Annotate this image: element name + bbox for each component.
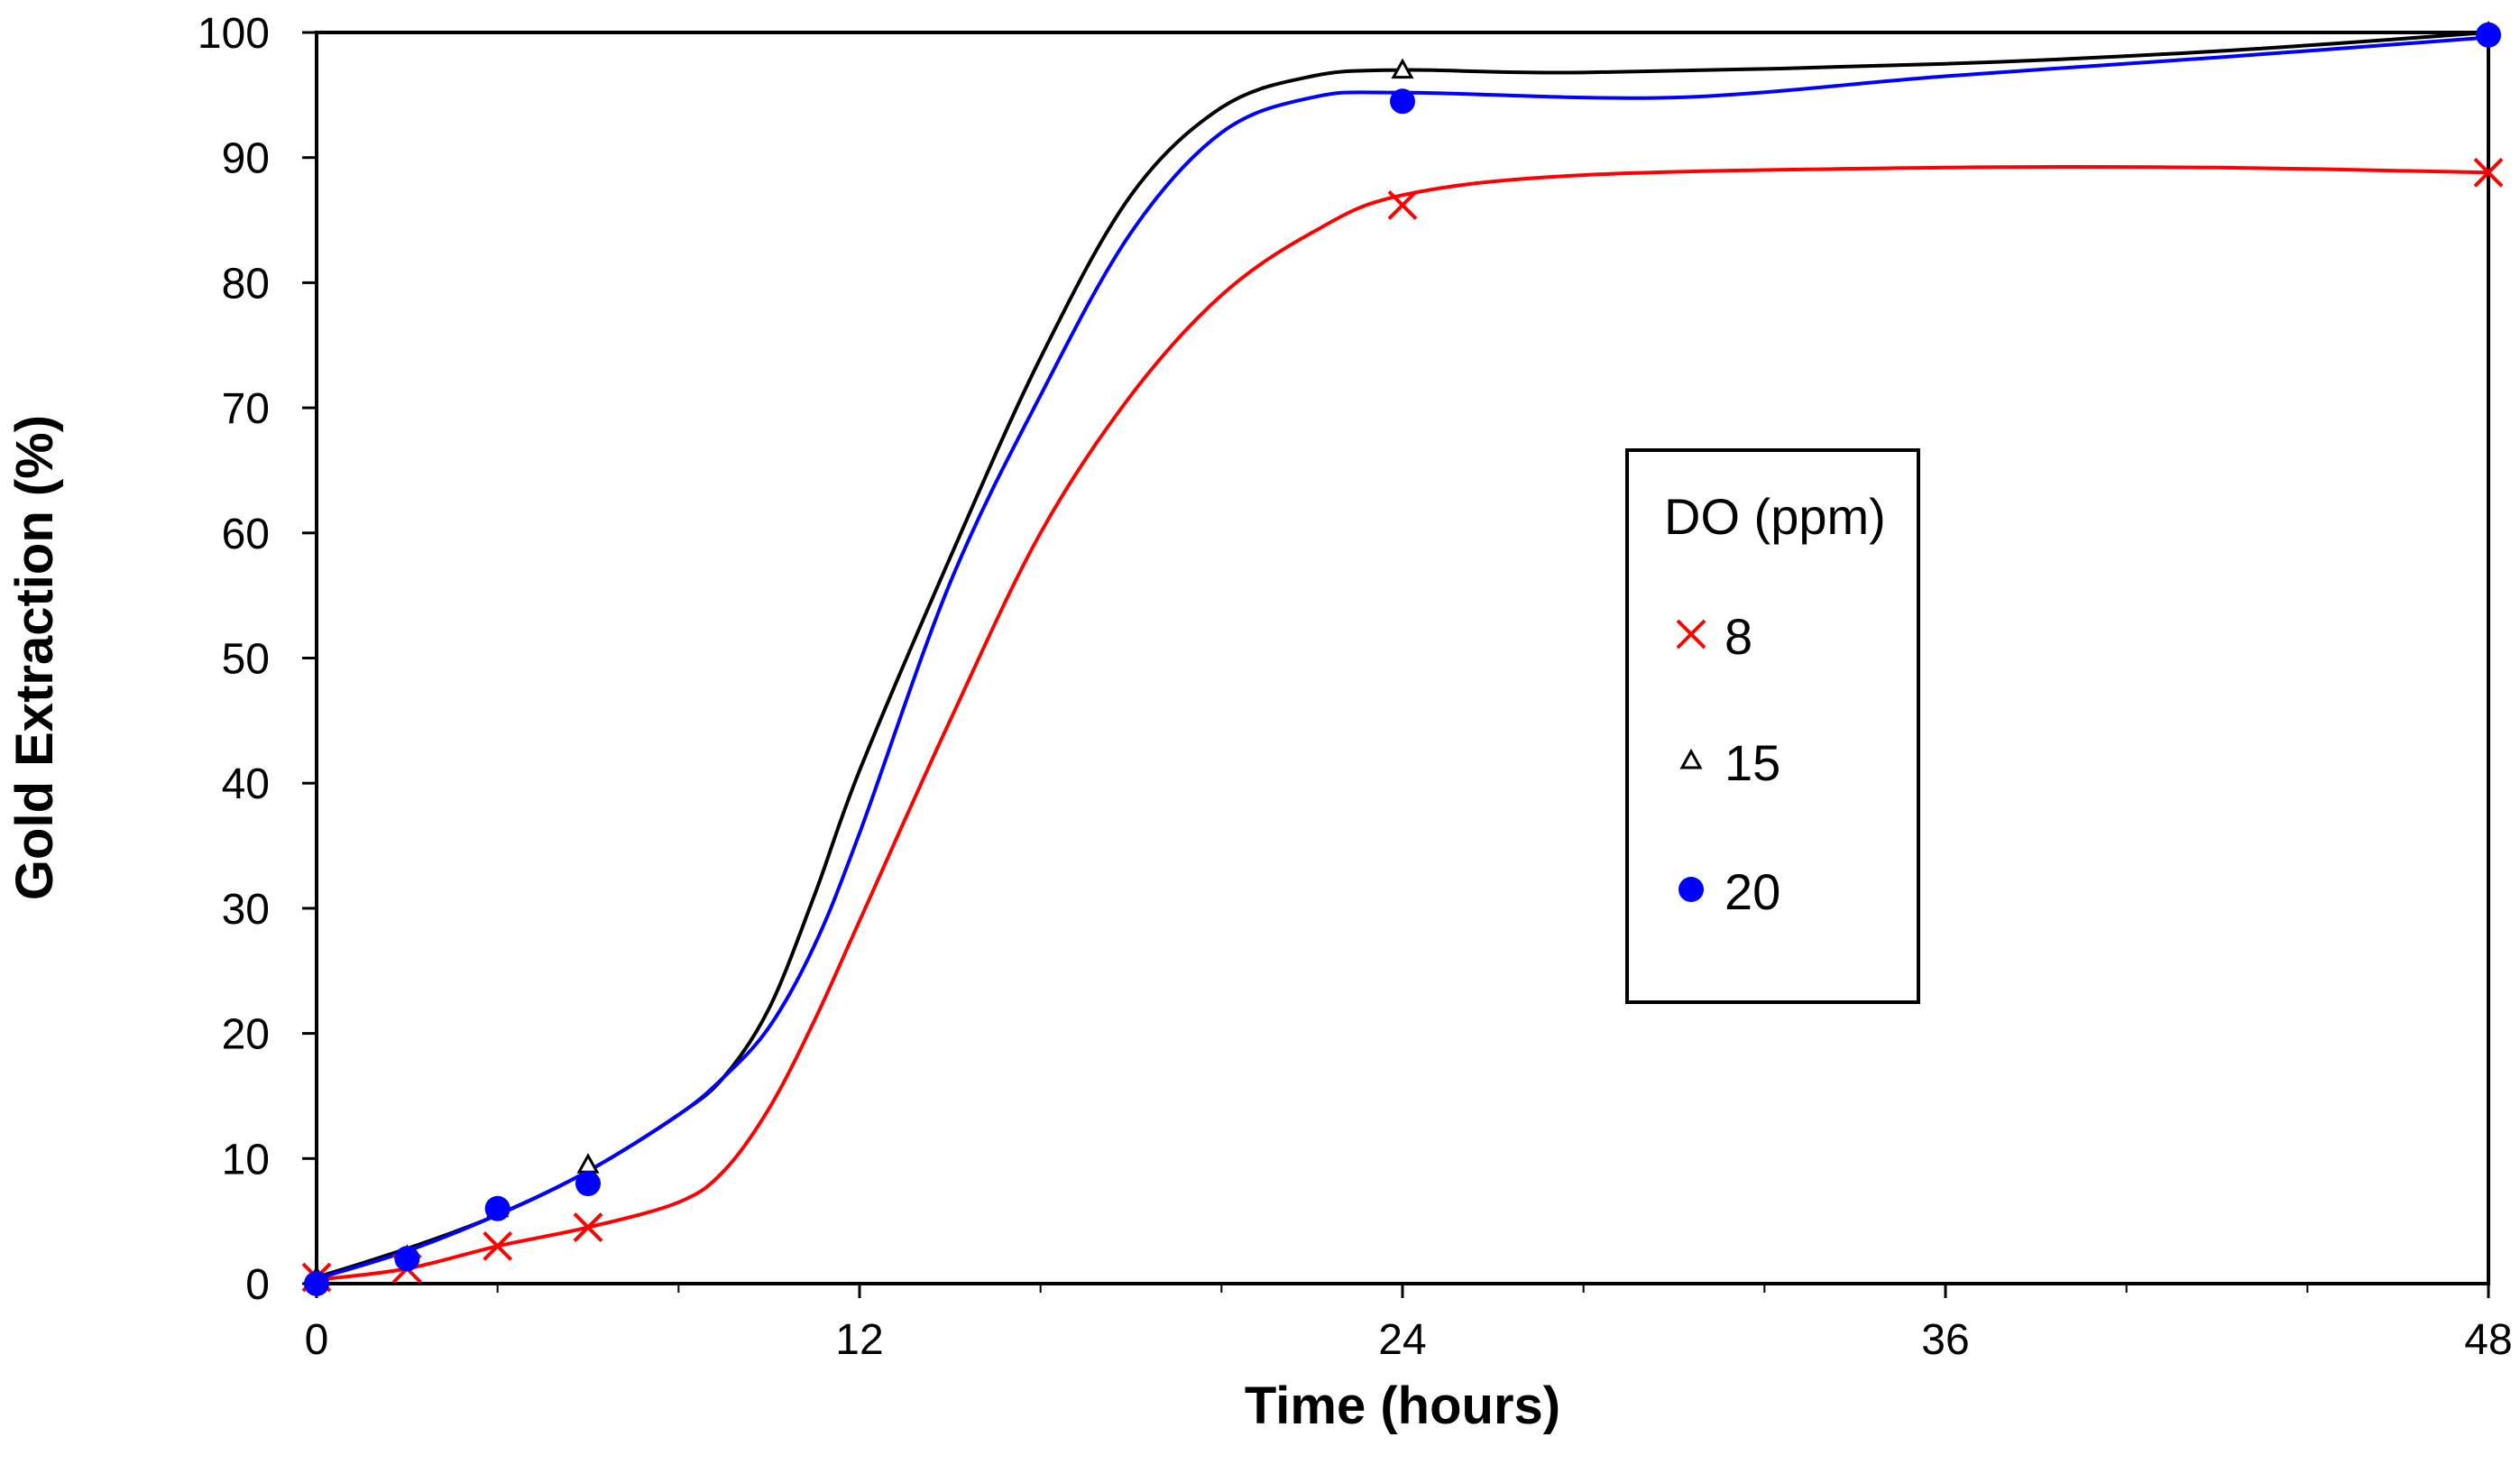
y-tick-label: 30 bbox=[222, 886, 270, 934]
data-point-do-15 bbox=[1391, 58, 1414, 79]
data-point-do-20 bbox=[2476, 22, 2501, 48]
y-tick-label: 70 bbox=[222, 385, 270, 433]
legend-marker-do-15 bbox=[1679, 748, 1703, 769]
x-tick-label: 48 bbox=[2464, 1316, 2512, 1364]
y-tick-label: 0 bbox=[245, 1261, 270, 1309]
y-tick-label: 10 bbox=[222, 1136, 270, 1184]
legend-title: DO (ppm) bbox=[1664, 488, 1886, 545]
data-point-do-8 bbox=[573, 1212, 603, 1242]
legend-marker-do-20 bbox=[1678, 877, 1704, 902]
x-tick-label: 36 bbox=[1921, 1316, 1969, 1364]
plot-area-frame bbox=[315, 31, 2490, 1285]
series-curves bbox=[316, 31, 2489, 1282]
legend: DO (ppm) 8 15 20 bbox=[1625, 448, 1920, 1004]
y-tick-label: 20 bbox=[222, 1011, 270, 1059]
legend-label-do-15: 15 bbox=[1724, 734, 1780, 791]
data-point-do-20 bbox=[1390, 88, 1415, 115]
legend-items: 8 15 20 bbox=[1676, 608, 1780, 920]
y-tick-label: 50 bbox=[222, 636, 270, 684]
x-tick-label: 24 bbox=[1378, 1316, 1426, 1364]
data-point-do-8 bbox=[1387, 189, 1418, 220]
legend-label-do-8: 8 bbox=[1724, 608, 1752, 665]
data-point-do-20 bbox=[304, 1271, 329, 1296]
data-point-do-20 bbox=[575, 1171, 601, 1197]
x-axis-title: Time (hours) bbox=[1245, 1377, 1560, 1435]
y-tick-label: 40 bbox=[222, 760, 270, 808]
y-tick-label: 100 bbox=[198, 10, 270, 58]
data-point-do-20 bbox=[484, 1195, 510, 1221]
y-tick-label: 90 bbox=[222, 135, 270, 183]
y-axis-title: Gold Extraction (%) bbox=[5, 415, 64, 900]
series-line-do-20 bbox=[316, 35, 2489, 1281]
x-tick-label: 0 bbox=[305, 1316, 329, 1364]
data-point-do-8 bbox=[483, 1230, 513, 1261]
legend-box bbox=[1625, 448, 1920, 1004]
tick-labels: 0 12 24 36 48 0 10 20 30 40 50 60 70 80 90 100 bbox=[198, 10, 2513, 1364]
y-tick-label: 80 bbox=[222, 260, 270, 308]
series-markers bbox=[301, 20, 2504, 1296]
series-line-do-8 bbox=[316, 164, 2489, 1282]
x-tick-label: 12 bbox=[835, 1316, 883, 1364]
legend-label-do-20: 20 bbox=[1724, 863, 1780, 920]
y-tick-label: 60 bbox=[222, 511, 270, 558]
data-point-do-8 bbox=[2473, 157, 2504, 188]
legend-marker-do-8 bbox=[1676, 619, 1706, 649]
data-point-do-20 bbox=[394, 1246, 420, 1272]
